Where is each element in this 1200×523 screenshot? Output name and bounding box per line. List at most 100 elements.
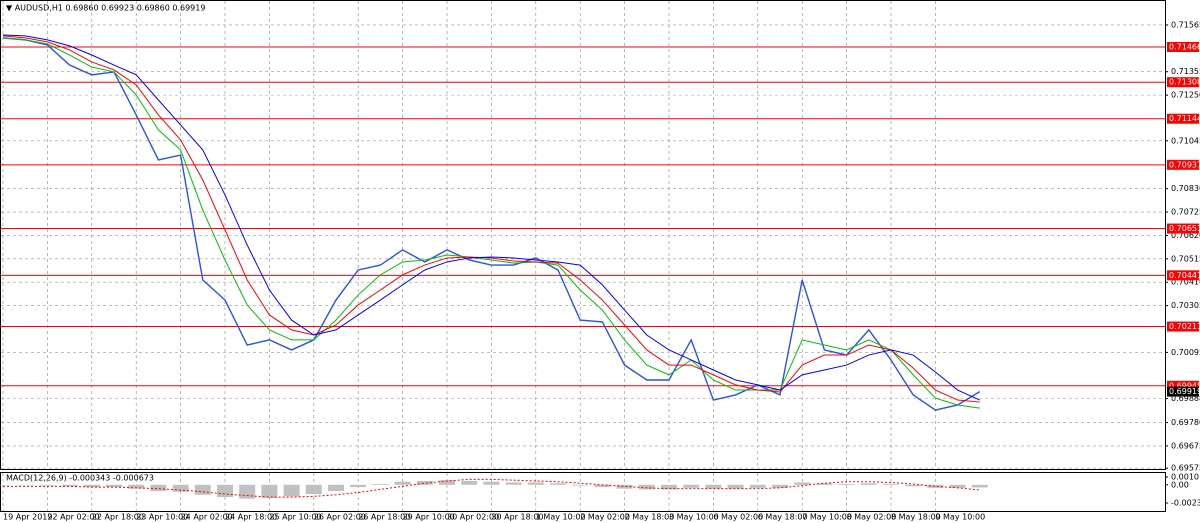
chart-title: ▼ AUDUSD,H1 0.69860 0.69923 0.69860 0.69… — [6, 4, 205, 13]
x-tick-label: 3 May 10:00 — [669, 513, 719, 522]
price-line — [2, 37, 981, 411]
level-box — [1167, 159, 1199, 170]
macd-bar — [860, 483, 877, 485]
macd-bar — [638, 484, 655, 490]
x-tick-label: 2 May 02:00 — [580, 513, 630, 522]
x-tick-label: 22 Apr 18:00 — [92, 513, 144, 522]
level-box — [1167, 42, 1199, 52]
macd-bar — [616, 484, 633, 489]
macd-bar — [372, 484, 389, 485]
macd-bar — [661, 484, 677, 490]
level-label: 0.70651 — [1169, 224, 1200, 233]
x-tick-label: 29 Apr 10:00 — [403, 513, 455, 522]
x-tick-label: 9 May 10:00 — [935, 513, 985, 522]
macd-bar — [772, 484, 788, 488]
level-box — [1167, 223, 1199, 234]
level-label: 0.71308 — [1169, 78, 1200, 87]
macd-bar — [838, 484, 855, 485]
macd-bar — [683, 484, 700, 488]
x-tick-label: 26 Apr 18:00 — [358, 513, 410, 522]
macd-bar — [572, 484, 589, 486]
x-tick-label: 7 May 10:00 — [802, 513, 852, 522]
x-tick-label: 24 Apr 02:00 — [181, 513, 233, 522]
macd-bar — [905, 484, 922, 487]
moving-average — [2, 37, 980, 409]
level-label: 0.70211 — [1169, 322, 1200, 331]
level-label: 0.70441 — [1169, 271, 1200, 280]
macd-bar — [505, 482, 522, 485]
x-tick-label: 30 Apr 18:00 — [491, 513, 543, 522]
macd-bar — [217, 484, 233, 498]
macd-bar — [194, 484, 211, 495]
level-box — [1167, 270, 1199, 281]
macd-bar — [483, 481, 500, 485]
signal-line — [3, 478, 980, 498]
x-tick-label: 30 Apr 02:00 — [447, 513, 499, 522]
macd-title: MACD(12,26,9) -0.000343 -0.000673 — [6, 474, 154, 483]
x-tick-label: 2 May 18:00 — [625, 513, 675, 522]
macd-bar — [527, 482, 544, 485]
macd-bar — [883, 484, 899, 485]
macd-bar — [328, 484, 344, 491]
y-tick-label: 0.69575 — [1171, 464, 1200, 473]
y-tick-label: 0.69888 — [1171, 394, 1200, 403]
moving-average — [2, 35, 980, 403]
y-tick-label: 0.00 — [1171, 480, 1189, 489]
y-tick-label: 0.71565 — [1171, 20, 1200, 29]
y-tick-label: 0.70095 — [1171, 348, 1200, 357]
x-tick-label: 6 May 18:00 — [758, 513, 808, 522]
macd-bar — [61, 484, 78, 487]
macd-bar — [394, 481, 411, 485]
macd-bar — [461, 480, 478, 485]
y-tick-label: 0.71045 — [1171, 136, 1200, 145]
macd-bar — [150, 484, 167, 491]
x-tick-label: 19 Apr 2019 — [3, 513, 52, 522]
macd-bar — [594, 484, 611, 488]
moving-average — [2, 34, 981, 401]
macd-bar — [128, 484, 145, 489]
level-box — [1167, 113, 1199, 124]
level-label: 0.71466 — [1169, 43, 1200, 52]
macd-bar — [83, 484, 100, 488]
macd-bar — [971, 484, 988, 488]
x-tick-label: 8 May 18:00 — [891, 513, 941, 522]
level-label: 0.69945 — [1169, 381, 1200, 390]
macd-bar — [727, 484, 744, 489]
level-label: 0.70937 — [1169, 160, 1200, 169]
x-tick-label: 1 May 10:00 — [536, 513, 586, 522]
y-tick-label: -0.002364 — [1171, 499, 1200, 508]
macd-bar — [0, 484, 11, 486]
macd-bar — [106, 484, 122, 488]
x-tick-label: 23 Apr 10:00 — [136, 513, 188, 522]
macd-bar — [172, 484, 189, 492]
y-tick-label: 0.69675 — [1171, 441, 1200, 450]
last-price-box — [1167, 386, 1199, 397]
y-tick-label: 0.70515 — [1171, 254, 1200, 263]
level-box — [1167, 77, 1199, 88]
x-tick-label: 22 Apr 02:00 — [47, 513, 99, 522]
x-tick-label: 25 Apr 10:00 — [269, 513, 321, 522]
level-box — [1167, 321, 1199, 332]
macd-bar — [816, 483, 833, 485]
x-tick-label: 24 Apr 18:00 — [225, 513, 277, 522]
macd-frame — [0, 472, 1166, 512]
macd-bar — [350, 484, 367, 488]
macd-bar — [794, 482, 811, 485]
macd-bar — [416, 480, 433, 485]
y-tick-label: 0.001013 — [1171, 472, 1200, 481]
x-tick-label: 26 Apr 02:00 — [314, 513, 366, 522]
x-tick-label: 6 May 02:00 — [713, 513, 763, 522]
macd-bar — [705, 484, 722, 489]
macd-bar — [439, 480, 455, 485]
macd-bar — [550, 483, 566, 485]
macd-bar — [949, 484, 966, 488]
macd-bar — [305, 484, 322, 495]
macd-bar — [239, 484, 256, 499]
